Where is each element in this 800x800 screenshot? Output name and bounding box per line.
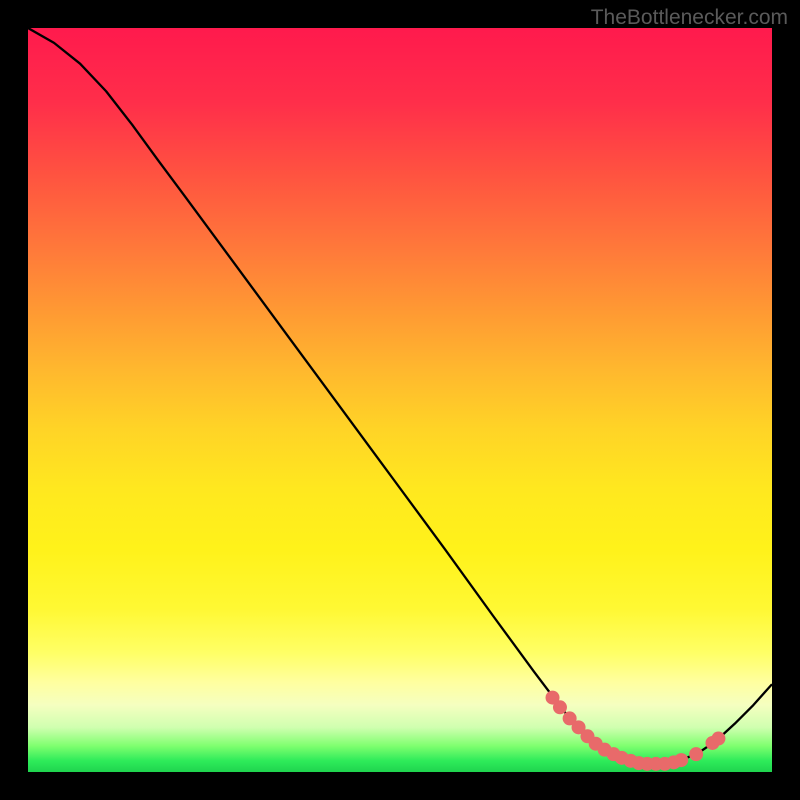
chart-container: TheBottlenecker.com (0, 0, 800, 800)
data-dot (711, 732, 725, 746)
data-dot (674, 753, 688, 767)
watermark: TheBottlenecker.com (591, 6, 788, 30)
chart-svg (28, 28, 772, 772)
plot-area (28, 28, 772, 772)
data-dot (689, 747, 703, 761)
gradient-background (28, 28, 772, 772)
data-dot (553, 700, 567, 714)
